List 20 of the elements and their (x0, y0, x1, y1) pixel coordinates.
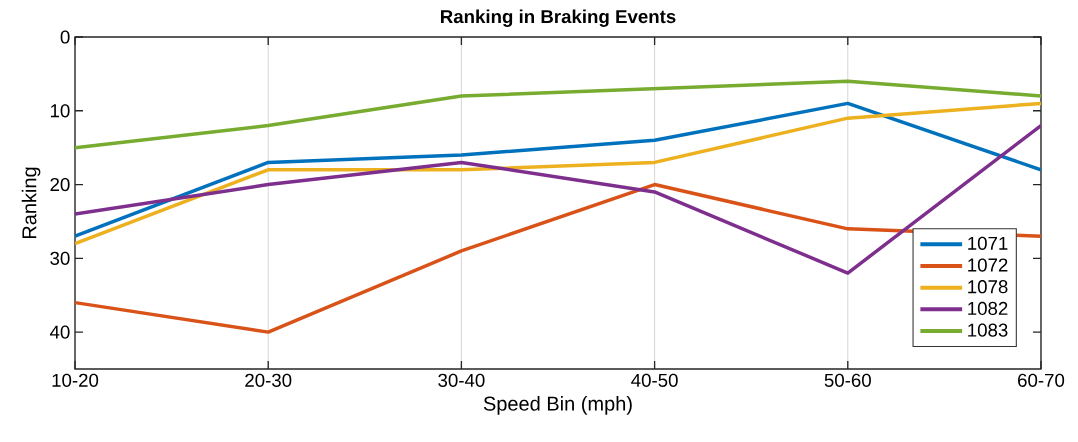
line-series (75, 123, 1041, 275)
legend-label: 1083 (968, 323, 1008, 337)
x-tick-label: 40-50 (631, 373, 678, 387)
x-tick-label: 60-70 (1018, 373, 1065, 387)
y-tick-label: 30 (50, 251, 70, 265)
legend-label: 1071 (968, 236, 1008, 250)
y-tick-label: 20 (50, 177, 70, 192)
legend-label: 1082 (968, 301, 1008, 316)
chart-title: Ranking in Braking Events (441, 9, 676, 27)
x-tick-label: 10-20 (52, 373, 99, 387)
y-tick-label: 40 (49, 325, 70, 339)
y-tick-label: 10 (50, 104, 70, 118)
x-tick-label: 30-40 (438, 373, 485, 387)
x-tick-label: 20-30 (245, 373, 292, 387)
x-axis-title: Speed Bin (mph) (483, 396, 632, 415)
y-tick-label: 0 (60, 30, 70, 44)
y-axis-title: Ranking (21, 167, 41, 239)
x-tick-label: 50-60 (824, 373, 871, 387)
legend-label: 1072 (968, 258, 1008, 272)
legend-label: 1078 (968, 280, 1008, 294)
